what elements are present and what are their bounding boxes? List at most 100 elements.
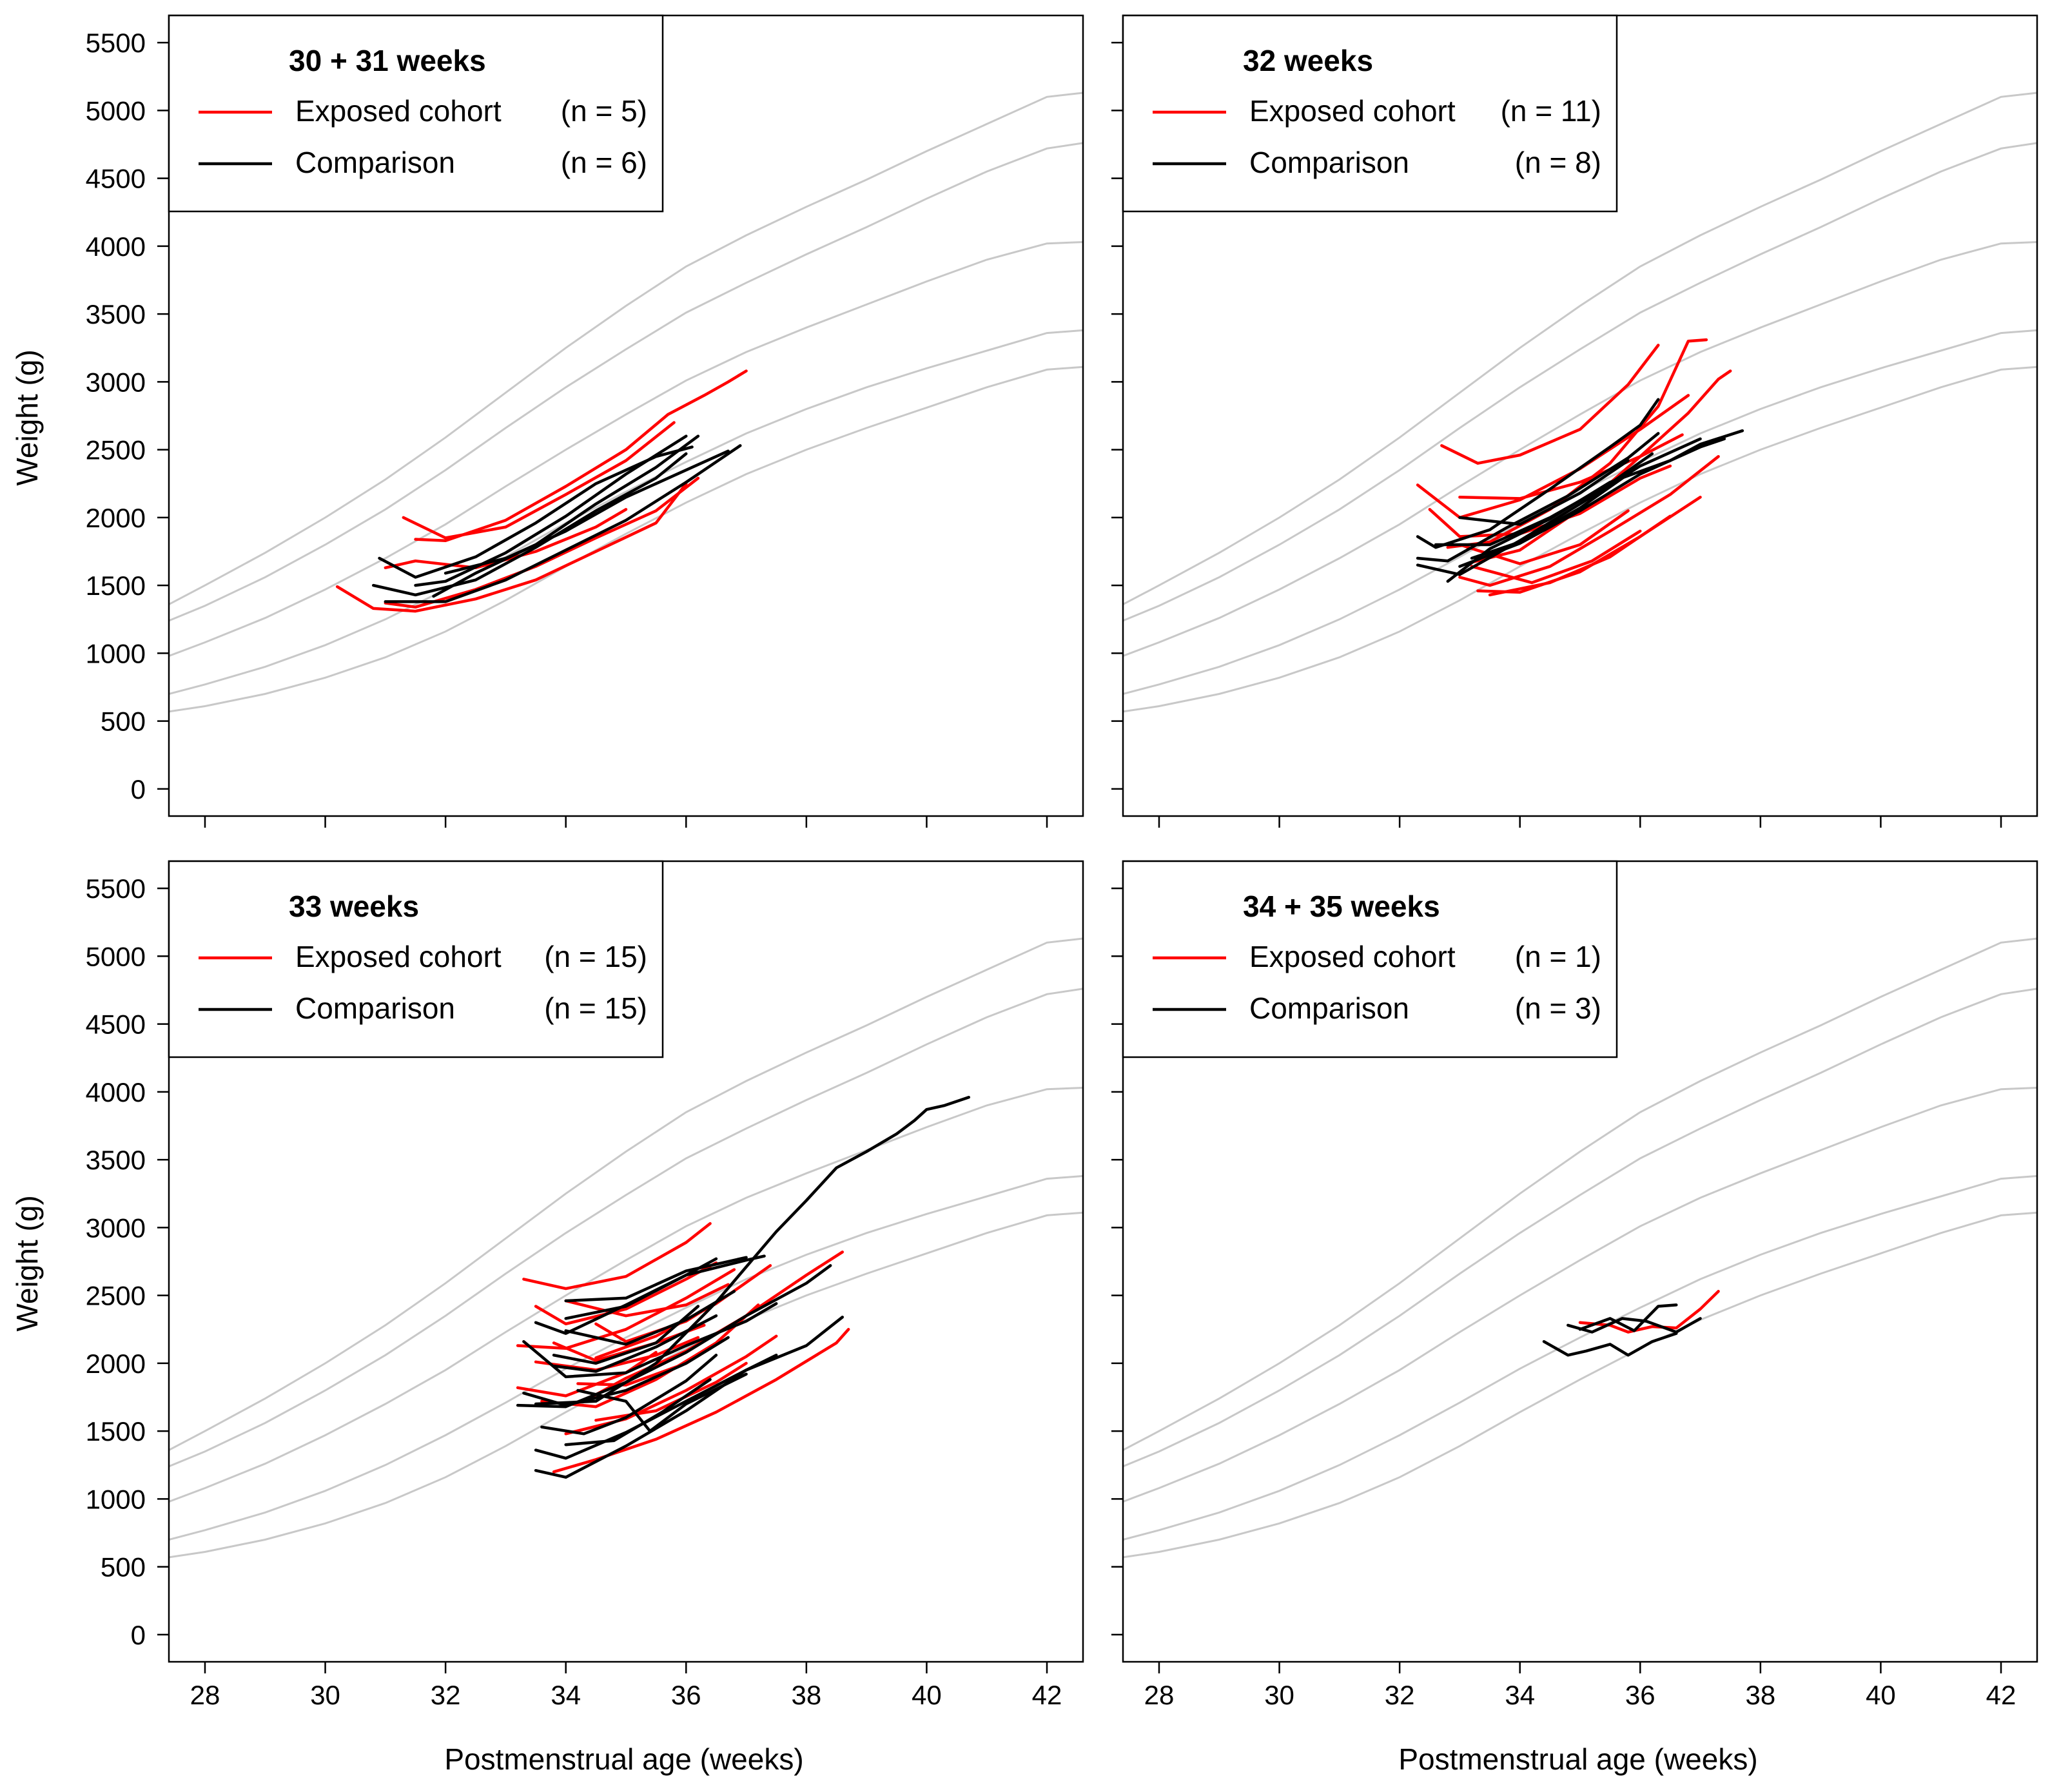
x-tick-label-36: 36 — [1625, 1680, 1655, 1710]
reference-curve-1 — [1123, 937, 2037, 1451]
x-tick-label-34: 34 — [1505, 1680, 1535, 1710]
reference-curves-layer — [169, 937, 1083, 1559]
growth-lines-layer — [335, 369, 748, 613]
comparison-series-3 — [1567, 1317, 1702, 1334]
exposed-series-1 — [522, 1222, 712, 1290]
y-tick-label-3000: 3000 — [86, 1213, 146, 1243]
reference-curve-2 — [169, 988, 1083, 1468]
legend-comparison-count: (n = 8) — [1515, 146, 1601, 179]
x-tick-label-32: 32 — [1385, 1680, 1415, 1710]
legend-exposed-count: (n = 15) — [544, 940, 647, 973]
y-tick-label-5000: 5000 — [86, 941, 146, 971]
comparison-series-6 — [371, 452, 688, 597]
comparison-series-19 — [1470, 472, 1630, 560]
panel-title: 33 weeks — [289, 890, 419, 923]
axes-layer: 28 30 32 34 36 38 40 42 — [1111, 887, 2016, 1710]
comparison-series-18 — [1434, 452, 1654, 547]
x-tick-label-28: 28 — [1144, 1680, 1175, 1710]
reference-curve-1 — [169, 92, 1083, 605]
x-tick-label-34: 34 — [551, 1680, 581, 1710]
axes-layer: 28 30 32 34 36 38 40 42 0 500 1000 1500 2000 2500 3000… — [86, 873, 1062, 1710]
legend-exposed-count: (n = 5) — [561, 94, 647, 128]
comparison-series-17 — [1458, 459, 1630, 526]
x-tick-label-32: 32 — [431, 1680, 461, 1710]
growth-lines-layer — [516, 1096, 971, 1479]
comparison-series-9 — [384, 444, 742, 603]
exposed-series-1 — [335, 482, 688, 613]
y-tick-label-4000: 4000 — [86, 1077, 146, 1107]
y-tick-label-1500: 1500 — [86, 1416, 146, 1446]
reference-curves-layer — [169, 92, 1083, 713]
y-tick-label-4500: 4500 — [86, 164, 146, 194]
y-axis-label-top: Weight (g) — [10, 349, 44, 485]
legend-comparison-label: Comparison — [295, 991, 455, 1025]
x-tick-label-40: 40 — [1866, 1680, 1896, 1710]
panel-title: 32 weeks — [1243, 44, 1373, 77]
reference-curve-2 — [1123, 988, 2037, 1468]
x-tick-label-42: 42 — [1032, 1680, 1062, 1710]
legend-comparison-label: Comparison — [1249, 991, 1409, 1025]
comparison-series-8 — [414, 434, 688, 587]
reference-curves-layer — [1123, 937, 2037, 1559]
growth-lines-layer — [1416, 338, 1744, 597]
y-tick-label-0: 0 — [131, 774, 146, 804]
comparison-series-27 — [564, 1290, 736, 1346]
reference-curve-3 — [169, 241, 1083, 657]
reference-curve-4 — [1123, 1174, 2037, 1541]
exposed-series-2 — [1446, 338, 1708, 549]
legend: 33 weeks Exposed cohort (n = 15) Compari… — [168, 860, 664, 1058]
y-tick-label-500: 500 — [101, 1552, 146, 1583]
legend-comparison-count: (n = 3) — [1515, 991, 1601, 1025]
comparison-series-10 — [444, 449, 730, 575]
y-tick-label-3500: 3500 — [86, 299, 146, 329]
y-tick-label-4000: 4000 — [86, 231, 146, 262]
exposed-series-7 — [552, 1328, 850, 1474]
y-tick-label-5500: 5500 — [86, 28, 146, 58]
comparison-series-28 — [576, 1372, 748, 1433]
x-axis-label-left: Postmenstrual age (weeks) — [444, 1742, 803, 1776]
legend-comparison-label: Comparison — [1249, 146, 1409, 179]
exposed-series-5 — [1458, 454, 1720, 587]
reference-curve-3 — [1123, 241, 2037, 657]
legend-exposed-label: Exposed cohort — [295, 94, 502, 128]
comparison-series-19 — [534, 1354, 778, 1479]
legend-comparison-label: Comparison — [295, 146, 455, 179]
exposed-series-8 — [1458, 433, 1684, 500]
y-tick-label-2500: 2500 — [86, 435, 146, 465]
comparison-series-18 — [534, 1316, 844, 1460]
comparison-series-22 — [564, 1256, 748, 1303]
reference-curve-4 — [169, 329, 1083, 695]
x-tick-label-30: 30 — [1264, 1680, 1294, 1710]
y-tick-label-2500: 2500 — [86, 1281, 146, 1311]
comparison-series-30 — [564, 1378, 712, 1446]
x-axis-label-right: Postmenstrual age (weeks) — [1398, 1742, 1757, 1776]
exposed-series-7 — [1488, 514, 1672, 597]
y-tick-label-2000: 2000 — [86, 503, 146, 533]
exposed-series-11 — [1470, 529, 1642, 585]
legend-exposed-count: (n = 1) — [1515, 940, 1601, 973]
y-tick-label-1000: 1000 — [86, 1484, 146, 1514]
legend-exposed-label: Exposed cohort — [1249, 940, 1456, 973]
legend: 30 + 31 weeks Exposed cohort (n = 5) Com… — [168, 14, 664, 213]
comparison-series-11 — [432, 434, 700, 598]
y-tick-label-500: 500 — [101, 706, 146, 737]
comparison-series-16 — [534, 1096, 971, 1406]
comparison-series-4 — [1578, 1303, 1678, 1332]
reference-curve-1 — [1123, 92, 2037, 605]
y-tick-label-1000: 1000 — [86, 638, 146, 668]
reference-curve-1 — [169, 937, 1083, 1451]
legend-comparison-count: (n = 15) — [544, 991, 647, 1025]
exposed-series-5 — [540, 1303, 760, 1408]
exposed-series-10 — [564, 1283, 730, 1318]
reference-curve-5 — [1123, 365, 2037, 713]
x-tick-label-30: 30 — [310, 1680, 340, 1710]
y-tick-label-3500: 3500 — [86, 1145, 146, 1175]
legend: 32 weeks Exposed cohort (n = 11) Compari… — [1122, 14, 1618, 213]
comparison-series-13 — [1416, 432, 1660, 563]
chart-panel-34-35-weeks: 28 30 32 34 36 38 40 42 34 + 35 weeks Exposed c… — [1111, 860, 2038, 1710]
y-tick-label-5000: 5000 — [86, 95, 146, 126]
x-tick-label-38: 38 — [792, 1680, 822, 1710]
x-tick-label-42: 42 — [1986, 1680, 2016, 1710]
comparison-series-26 — [540, 1354, 718, 1436]
